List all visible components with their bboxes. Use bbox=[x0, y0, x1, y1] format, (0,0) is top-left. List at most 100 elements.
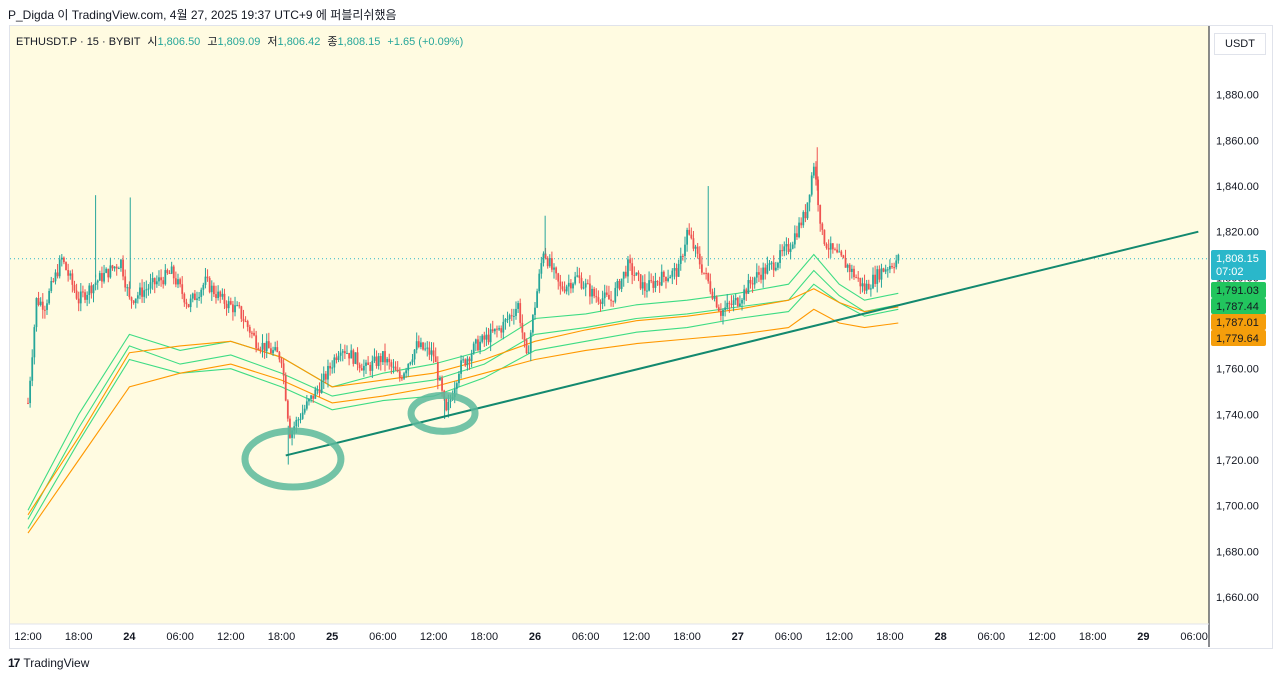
candle-body bbox=[79, 291, 82, 304]
candle-body bbox=[736, 297, 739, 306]
candle-body bbox=[278, 352, 281, 360]
low-value: 1,806.42 bbox=[277, 36, 321, 48]
candle-body bbox=[310, 395, 312, 399]
currency-button[interactable]: USDT bbox=[1214, 33, 1266, 55]
candle-body bbox=[270, 348, 272, 354]
candle-body bbox=[684, 244, 686, 256]
plot-area[interactable] bbox=[10, 26, 1209, 624]
candle-body bbox=[703, 272, 705, 274]
candle-body bbox=[749, 280, 752, 284]
time-tick-label: 25 bbox=[326, 631, 338, 643]
candle-body bbox=[206, 276, 209, 279]
candle-body bbox=[257, 348, 260, 350]
candle-body bbox=[859, 277, 862, 287]
candle-body bbox=[500, 328, 503, 333]
candle-body bbox=[223, 293, 226, 304]
candle-body bbox=[39, 301, 42, 305]
price-tag-label: 1,787.44 bbox=[1216, 301, 1259, 313]
candle-body bbox=[502, 321, 505, 333]
candle-body bbox=[396, 370, 399, 372]
time-tick-label: 12:00 bbox=[14, 631, 42, 643]
footer-brand[interactable]: 17 TradingView bbox=[8, 656, 89, 670]
candle-body bbox=[629, 259, 631, 264]
candle-body bbox=[236, 305, 239, 307]
candle-body bbox=[694, 246, 697, 249]
candle-body bbox=[777, 262, 779, 268]
price-tag-countdown: 07:02 bbox=[1216, 266, 1244, 278]
candle-body bbox=[800, 222, 803, 226]
candle-body bbox=[656, 280, 659, 283]
candle-body bbox=[280, 359, 283, 364]
candle-body bbox=[67, 270, 70, 276]
candle-body bbox=[711, 291, 714, 299]
candle-body bbox=[709, 281, 712, 292]
candle-body bbox=[149, 282, 152, 289]
time-tick-label: 06:00 bbox=[775, 631, 803, 643]
candle-body bbox=[584, 283, 587, 288]
candle-body bbox=[350, 350, 353, 359]
candle-body bbox=[865, 283, 868, 291]
candle-body bbox=[65, 262, 67, 271]
band-lines bbox=[27, 253, 899, 534]
candle-body bbox=[244, 321, 247, 323]
candle-body bbox=[561, 286, 564, 290]
candle-body bbox=[512, 315, 515, 317]
candle-body bbox=[774, 267, 777, 271]
candle-body bbox=[253, 332, 255, 336]
candle-body bbox=[301, 412, 304, 419]
candle-body bbox=[525, 339, 528, 354]
candle-body bbox=[720, 311, 722, 316]
candle-body bbox=[527, 352, 530, 354]
time-tick-label: 18:00 bbox=[876, 631, 904, 643]
candle-body bbox=[715, 296, 718, 308]
candle-body bbox=[796, 233, 798, 238]
candle-body bbox=[563, 289, 566, 292]
candle-body bbox=[392, 366, 395, 368]
candle-body bbox=[107, 268, 110, 278]
candle-body bbox=[52, 280, 55, 282]
highlight-circle bbox=[241, 427, 345, 491]
candle-body bbox=[136, 295, 139, 299]
candle-body bbox=[751, 283, 754, 285]
candle-body bbox=[567, 282, 570, 287]
candle-body bbox=[69, 273, 72, 276]
time-tick-label: 18:00 bbox=[1079, 631, 1107, 643]
band-lower-green bbox=[27, 283, 899, 529]
candle-body bbox=[329, 365, 331, 369]
candle-body bbox=[348, 352, 350, 359]
candle-body bbox=[139, 287, 141, 296]
candle-body bbox=[652, 281, 655, 288]
candle-body bbox=[398, 371, 401, 379]
candle-body bbox=[128, 287, 131, 298]
candle-body bbox=[496, 328, 498, 330]
candle-body bbox=[565, 286, 568, 292]
candle-body bbox=[586, 283, 589, 285]
time-tick-label: 18:00 bbox=[65, 631, 93, 643]
candle-body bbox=[857, 277, 860, 279]
candle-body bbox=[817, 179, 819, 206]
candle-body bbox=[210, 285, 213, 293]
candle-body bbox=[893, 267, 896, 269]
candle-body bbox=[593, 288, 596, 297]
candle-body bbox=[696, 246, 699, 254]
candle-body bbox=[147, 288, 150, 290]
candle-body bbox=[382, 351, 384, 363]
band-upper-orange bbox=[27, 288, 899, 516]
candle-body bbox=[259, 349, 262, 351]
candle-body bbox=[143, 290, 146, 297]
candle-body bbox=[303, 408, 306, 413]
candle-body bbox=[401, 378, 403, 380]
candle-body bbox=[624, 271, 627, 277]
candle-body bbox=[650, 280, 653, 282]
candle-body bbox=[434, 356, 437, 363]
candle-body bbox=[829, 243, 832, 250]
candle-body bbox=[240, 306, 243, 319]
candle-body bbox=[660, 271, 663, 286]
candle-body bbox=[160, 277, 162, 281]
candle-body bbox=[508, 315, 511, 319]
candle-body bbox=[643, 282, 646, 291]
candle-body bbox=[322, 373, 325, 381]
candle-body bbox=[869, 288, 872, 290]
candle-body bbox=[331, 367, 334, 369]
